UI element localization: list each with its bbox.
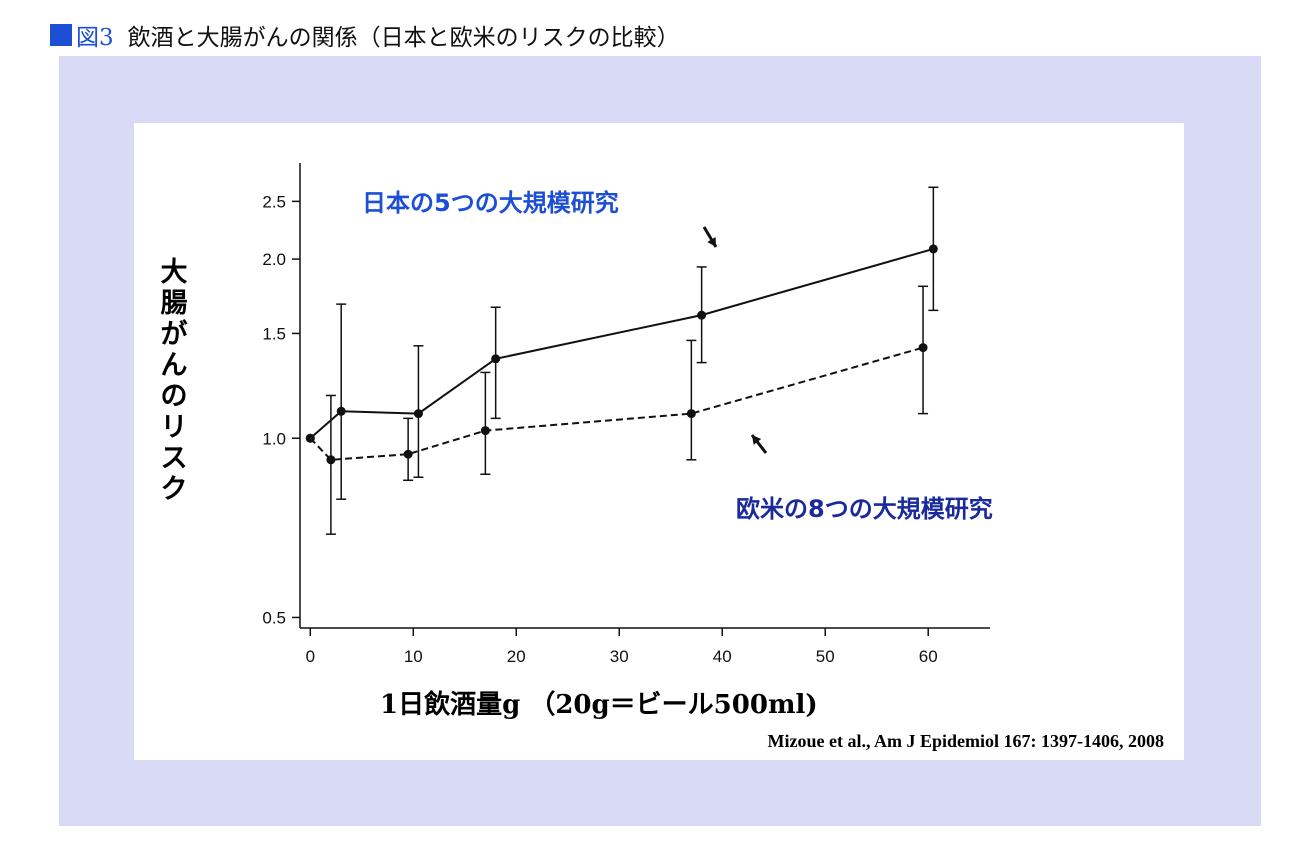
x-tick-label: 50 xyxy=(816,647,835,666)
x-tick-label: 0 xyxy=(306,647,315,666)
figure-number: 図3 xyxy=(76,25,114,51)
x-tick-label: 40 xyxy=(713,647,732,666)
arrow-head xyxy=(752,435,762,445)
data-point xyxy=(918,343,928,353)
square-bullet-icon xyxy=(50,24,72,46)
series-label-west: 欧米の8つの大規模研究 xyxy=(736,495,993,523)
series-0 xyxy=(305,186,939,500)
citation: Mizoue et al., Am J Epidemiol 167: 1397-… xyxy=(768,731,1164,751)
figure-title: 飲酒と大腸がんの関係（日本と欧米のリスクの比較） xyxy=(127,25,680,51)
data-point xyxy=(491,354,501,364)
data-point xyxy=(697,310,707,320)
x-axis-label: 1日飲酒量g （20g＝ビール500ml) xyxy=(380,689,818,720)
series-label-japan: 日本の5つの大規模研究 xyxy=(362,189,619,217)
data-point xyxy=(326,455,336,465)
axes: 0.5 1.0 1.5 2.0 2.5 0 10 20 30 40 50 60 xyxy=(262,163,990,666)
y-tick-label: 1.0 xyxy=(262,429,286,448)
series-line xyxy=(309,247,934,440)
arrow-japan-icon xyxy=(702,226,718,248)
y-tick-label: 2.5 xyxy=(262,192,286,211)
series-1 xyxy=(305,285,929,535)
risk-chart: 0.5 1.0 1.5 2.0 2.5 0 10 20 30 40 50 60 日本の5つの大規模研究… xyxy=(161,163,1165,751)
data-point xyxy=(928,244,938,254)
arrow-west-icon xyxy=(750,434,768,454)
data-point xyxy=(305,433,315,443)
x-tick-label: 60 xyxy=(919,647,938,666)
data-point xyxy=(403,449,413,459)
y-tick-label: 0.5 xyxy=(262,608,286,627)
series-line xyxy=(309,346,924,461)
arrow-head xyxy=(707,237,716,247)
data-point xyxy=(336,406,346,416)
y-tick-label: 2.0 xyxy=(262,250,286,269)
data-point xyxy=(413,409,423,419)
x-tick-label: 30 xyxy=(610,647,629,666)
data-point xyxy=(480,426,490,436)
x-tick-label: 20 xyxy=(507,647,526,666)
figure-title-row: 図3 飲酒と大腸がんの関係（日本と欧米のリスクの比較） xyxy=(50,18,680,52)
y-axis-label: 大腸がんのリスク xyxy=(161,257,188,505)
series-layer xyxy=(305,186,939,535)
labels-layer: 日本の5つの大規模研究 欧米の8つの大規模研究 大腸がんのリスク 1日飲酒量g … xyxy=(161,189,1165,751)
chart-card: 0.5 1.0 1.5 2.0 2.5 0 10 20 30 40 50 60 日本の5つの大規模研究… xyxy=(134,123,1184,760)
data-point xyxy=(686,409,696,419)
y-tick-label: 1.5 xyxy=(262,324,286,343)
x-tick-label: 10 xyxy=(404,647,423,666)
